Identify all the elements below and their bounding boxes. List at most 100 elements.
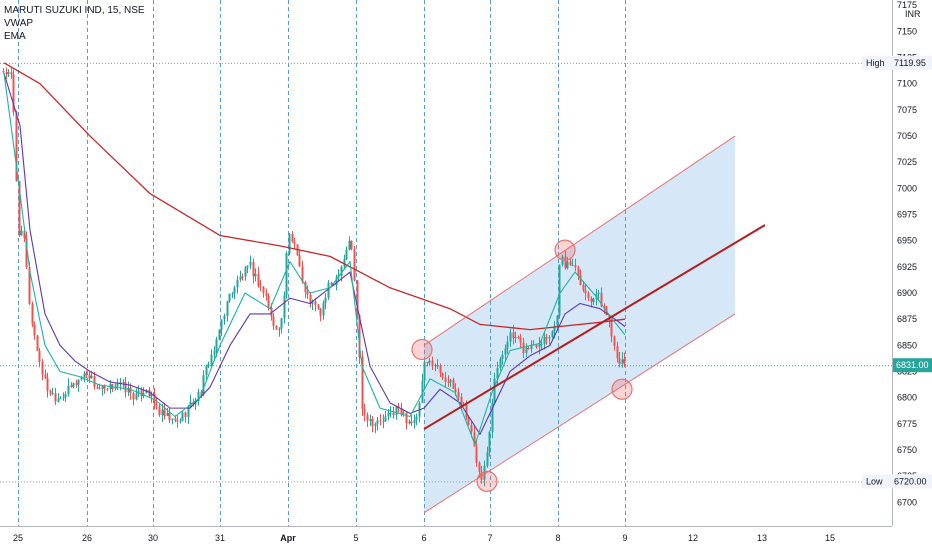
price-tick-label: 6875 — [897, 314, 917, 324]
candle-body — [335, 277, 338, 286]
candle-body — [478, 462, 481, 472]
candle-body — [322, 302, 325, 316]
candle-body — [509, 332, 512, 342]
candle-body — [18, 181, 21, 236]
candle-body — [101, 386, 104, 389]
candle-body — [558, 264, 561, 316]
last-price-badge-box — [893, 358, 932, 373]
candle-body — [33, 324, 36, 336]
candle-body — [584, 290, 587, 294]
price-tick-label: 7000 — [897, 183, 917, 193]
price-tick-label: 7150 — [897, 26, 917, 36]
candle-body — [439, 365, 442, 374]
candle-body — [566, 261, 569, 269]
candle-body — [441, 373, 444, 378]
candle-body — [613, 336, 616, 347]
candle-body — [283, 295, 286, 319]
candle-body — [501, 354, 504, 359]
candle-body — [317, 305, 320, 309]
candle-body — [129, 387, 132, 393]
candle-body — [44, 374, 47, 379]
candle-body — [540, 343, 543, 345]
candle-body — [428, 360, 431, 363]
candle-body — [449, 379, 452, 383]
candle-body — [597, 292, 600, 295]
channel-midline — [423, 224, 766, 430]
candle-body — [161, 409, 164, 416]
candle-body — [426, 361, 429, 363]
time-tick-label: 8 — [555, 533, 560, 543]
candle-body — [259, 286, 262, 288]
pivot-circle-marker — [554, 239, 576, 261]
currency-label: INR — [905, 9, 921, 19]
candle-body — [28, 267, 31, 304]
candle-body — [174, 418, 177, 421]
candle-body — [228, 293, 231, 302]
candle-body — [88, 374, 91, 379]
candle-body — [54, 393, 57, 402]
candle-body — [345, 249, 348, 260]
candle-body — [127, 387, 130, 393]
candle-body — [293, 242, 296, 245]
candle-body — [340, 266, 343, 277]
last-price-badge-value: 6831.00 — [896, 360, 929, 370]
candle-body — [470, 424, 473, 433]
candle-body — [223, 315, 226, 320]
candle-body — [197, 392, 200, 402]
candle-body — [618, 358, 621, 365]
low-badge-label: Low — [866, 476, 883, 486]
candle-body — [10, 71, 13, 75]
candle-body — [590, 298, 593, 302]
candle-body — [285, 253, 288, 296]
price-tick-label: 7050 — [897, 131, 917, 141]
candle-body — [262, 287, 265, 294]
candle-body — [327, 282, 330, 298]
candle-body — [244, 267, 247, 277]
candle-body — [553, 325, 556, 332]
pivot-circle-marker — [411, 338, 433, 361]
candle-body — [457, 391, 460, 397]
price-tick-label: 6975 — [897, 210, 917, 220]
legend-vwap[interactable]: VWAP — [4, 18, 34, 29]
candle-body — [272, 316, 275, 326]
candle-body — [72, 383, 75, 388]
candle-body — [288, 233, 291, 254]
candle-body — [168, 412, 171, 421]
price-tick-label: 7175 — [897, 0, 917, 10]
candle-body — [62, 397, 65, 399]
candle-body — [330, 282, 333, 285]
candle-body — [610, 320, 613, 337]
candle-body — [49, 390, 52, 394]
candle-body — [483, 465, 486, 480]
legend-symbol[interactable]: MARUTI SUZUKI IND, 15, NSE — [4, 5, 145, 16]
ema-line — [3, 73, 626, 446]
candle-body — [374, 423, 377, 427]
candle-body — [571, 265, 574, 267]
candle-body — [410, 421, 413, 424]
candle-body — [309, 294, 312, 304]
candle-body — [423, 361, 426, 381]
candle-body — [356, 280, 359, 315]
candle-body — [278, 328, 281, 330]
legend-ema[interactable]: EMA — [4, 31, 26, 42]
candle-body — [85, 373, 88, 375]
time-tick-label: 25 — [13, 533, 23, 543]
candle-body — [314, 301, 317, 306]
candle-body — [392, 412, 395, 416]
candle-body — [210, 354, 213, 365]
candle-body — [90, 375, 93, 379]
candle-body — [621, 359, 624, 365]
candle-body — [254, 273, 257, 277]
candle-body — [587, 293, 590, 299]
candle-body — [561, 256, 564, 265]
candle-body — [187, 407, 190, 418]
candle-body — [246, 265, 249, 268]
candle-body — [207, 364, 210, 367]
candle-body — [379, 420, 382, 422]
candle-body — [387, 412, 390, 417]
high-badge-label: High — [866, 58, 885, 68]
candle-body — [265, 293, 268, 296]
candle-body — [343, 259, 346, 267]
high-badge-value: 7119.95 — [894, 58, 926, 68]
